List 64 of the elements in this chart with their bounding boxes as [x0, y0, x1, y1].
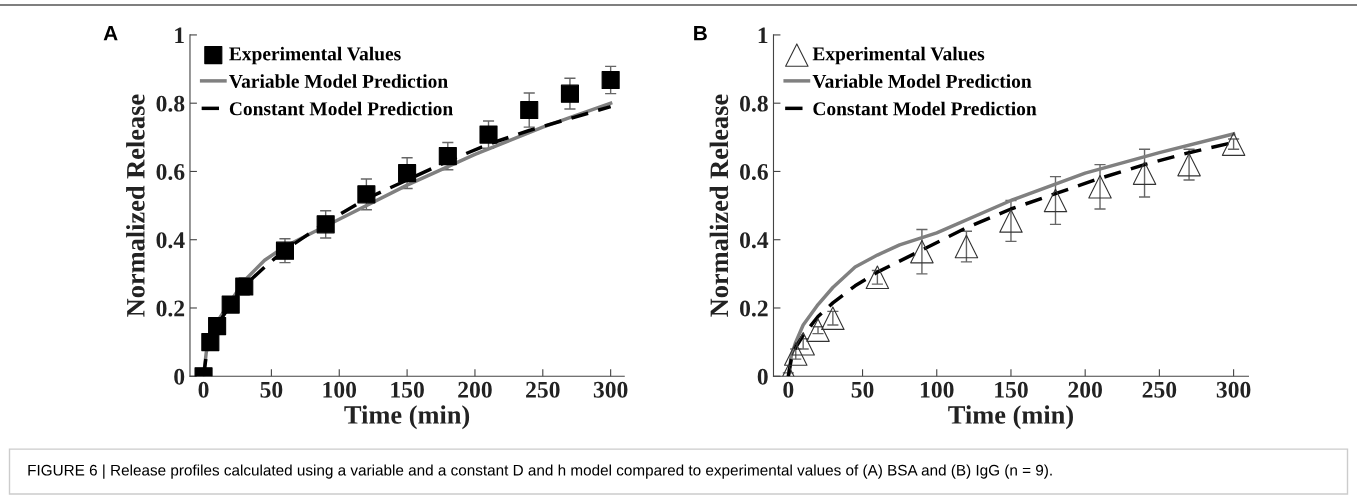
y-tick-label: 0.8 — [156, 95, 185, 112]
x-tick-label: 50 — [260, 381, 283, 398]
x-tick-label: 250 — [526, 381, 560, 398]
point — [821, 306, 845, 330]
point — [791, 332, 815, 356]
point — [201, 333, 220, 352]
y-tick-label: 0.4 — [156, 232, 185, 249]
point — [520, 100, 539, 120]
x-tick-label: 150 — [995, 381, 1028, 398]
x-tick-label: 0 — [783, 381, 794, 398]
x-tick-label: 150 — [391, 381, 424, 398]
point — [601, 70, 620, 90]
point — [1088, 175, 1112, 199]
point — [208, 317, 227, 336]
point — [1132, 161, 1157, 185]
x-tick-label: 300 — [593, 381, 628, 398]
point — [560, 84, 580, 103]
point — [954, 234, 979, 259]
x-axis-title: Time (min) — [948, 405, 1073, 430]
point — [910, 239, 934, 264]
legend-label: Constant Model Prediction — [813, 101, 1037, 116]
point — [479, 125, 498, 144]
point — [398, 164, 417, 183]
point — [438, 147, 457, 166]
x-tick-label: 0 — [198, 381, 209, 398]
x-tick-label: 300 — [1216, 381, 1251, 398]
legend-label: Variable Model Prediction — [812, 74, 1032, 88]
point — [806, 318, 830, 342]
y-axis-title: Normalized Release — [126, 94, 145, 317]
point — [316, 215, 335, 234]
y-tick-label: 0.8 — [740, 95, 768, 112]
point — [1177, 152, 1201, 177]
y-tick-label: 0.4 — [740, 232, 769, 249]
chart-title: A — [103, 25, 118, 41]
x-axis-title: Time (min) — [344, 405, 470, 430]
x-tick-label: 50 — [851, 381, 874, 398]
y-tick-label: 1 — [758, 27, 768, 44]
x-tick-label: 250 — [1142, 381, 1177, 398]
chart-title: B — [694, 25, 707, 41]
x-tick-label: 100 — [920, 381, 954, 398]
x-tick-label: 100 — [323, 381, 357, 398]
y-tick-label: 0 — [174, 368, 185, 385]
point — [221, 295, 240, 314]
point — [1043, 188, 1068, 213]
y-tick-label: 0.6 — [156, 163, 185, 180]
legend-label: Variable Model Prediction — [229, 74, 448, 88]
point — [784, 342, 808, 366]
y-tick-label: 0.6 — [740, 163, 768, 180]
point — [275, 241, 295, 260]
point — [357, 185, 376, 204]
legend-label: Experimental Values — [812, 46, 985, 65]
x-tick-label: 200 — [458, 381, 492, 398]
point — [865, 265, 890, 290]
y-tick-label: 0.2 — [156, 300, 185, 317]
x-tick-label: 200 — [1068, 381, 1102, 398]
y-tick-label: 0 — [757, 368, 768, 385]
legend-label: Constant Model Prediction — [229, 101, 453, 116]
legend-label: Experimental Values — [229, 46, 401, 65]
point — [999, 209, 1023, 233]
y-axis-title: Normalized Release — [709, 94, 729, 317]
y-tick-label: 0.2 — [740, 300, 768, 317]
point — [1221, 132, 1246, 156]
caption: FIGURE 6 | Release profiles calculated using a variable and a constant D and h model compared to experimental values of (A) BSA and (B) IgG (n = 9). — [28, 464, 1052, 479]
y-tick-label: 1 — [175, 27, 184, 44]
